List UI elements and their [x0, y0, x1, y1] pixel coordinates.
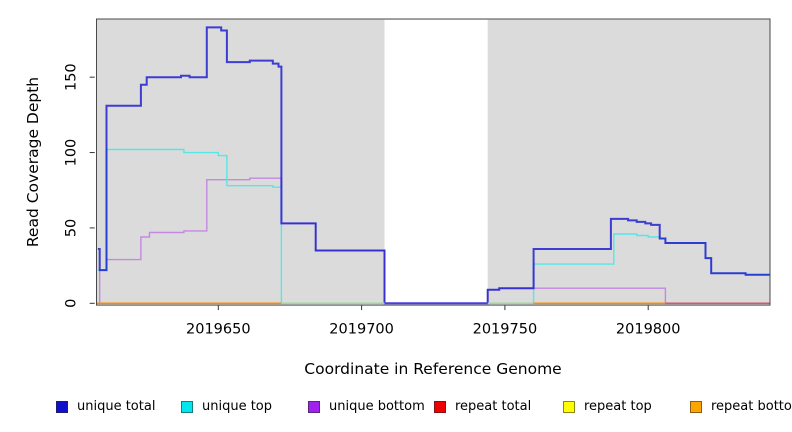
legend-label: unique bottom: [329, 399, 425, 414]
legend-item-repeat-top: repeat top: [563, 399, 652, 414]
legend-swatch-icon: [563, 400, 575, 413]
y-tick-label: 100: [64, 139, 80, 167]
legend-label: unique top: [202, 399, 273, 414]
legend-swatch-icon: [690, 400, 702, 413]
x-tick-label: 2019650: [186, 321, 251, 337]
x-axis-label: Coordinate in Reference Genome: [304, 360, 562, 378]
legend-swatch-icon: [434, 400, 446, 413]
y-tick-label: 50: [64, 219, 80, 237]
legend-item-repeat-total: repeat total: [434, 399, 531, 414]
legend-item-unique-total: unique total: [56, 399, 155, 414]
plot-border: [96, 18, 771, 306]
x-tick-label: 2019700: [329, 321, 394, 337]
masked-region: [384, 19, 488, 305]
legend-item-unique-top: unique top: [181, 399, 272, 414]
y-tick-label: 150: [64, 63, 80, 91]
legend-swatch-icon: [308, 400, 320, 413]
legend-item-repeat-bottom: repeat bottom: [690, 399, 792, 414]
legend: unique total unique top unique bottom repea…: [0, 399, 792, 421]
legend-label: repeat bottom: [711, 399, 792, 414]
y-tick-label: 0: [64, 299, 80, 308]
x-tick-label: 2019800: [616, 321, 681, 337]
x-tick-label: 2019750: [473, 321, 538, 337]
legend-item-unique-bottom: unique bottom: [308, 399, 425, 414]
y-axis-label: Read Coverage Depth: [24, 76, 42, 248]
series-unique-total: [97, 26, 770, 305]
legend-swatch-icon: [181, 400, 193, 413]
legend-label: unique total: [77, 399, 156, 414]
legend-swatch-icon: [56, 400, 68, 413]
legend-label: repeat total: [455, 399, 532, 414]
legend-label: repeat top: [584, 399, 652, 414]
